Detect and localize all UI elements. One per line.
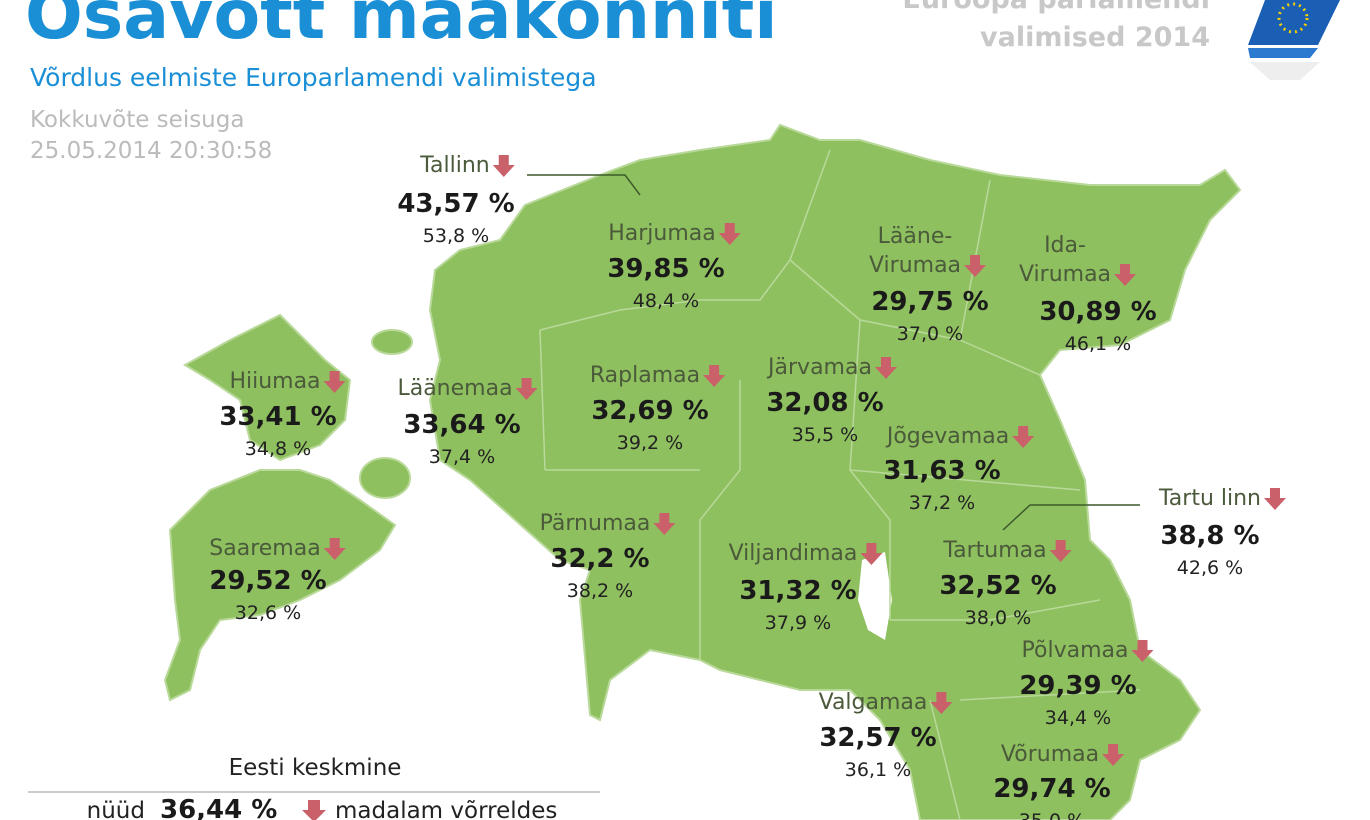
- hiiumaa-island: [183, 313, 352, 462]
- down-arrow: [653, 513, 676, 535]
- summary-now: nüüd: [87, 798, 145, 820]
- region-previous: 36,1 %: [845, 759, 911, 781]
- region-previous: 39,2 %: [617, 432, 683, 454]
- region-name: Pärnumaa: [540, 511, 651, 536]
- region-name: Põlvamaa: [1022, 638, 1129, 663]
- summary-comparison: madalam võrreldes: [335, 798, 557, 820]
- callouts: [527, 174, 1140, 531]
- region-turnout: 32,08 %: [766, 388, 883, 418]
- down-arrow: [964, 255, 987, 277]
- region-name: Raplamaa: [590, 363, 700, 388]
- region-turnout: 29,39 %: [1019, 671, 1136, 701]
- region-previous: 53,8 %: [423, 225, 489, 247]
- down-arrow: [515, 378, 538, 400]
- down-arrow: [1012, 426, 1035, 448]
- region-name: Viljandimaa: [729, 541, 858, 566]
- lake: [858, 552, 892, 640]
- region-turnout: 33,41 %: [219, 402, 336, 432]
- region-turnout: 31,63 %: [883, 456, 1000, 486]
- region-turnout: 32,57 %: [819, 723, 936, 753]
- region-previous: 38,0 %: [965, 607, 1031, 629]
- region-previous: 42,6 %: [1177, 557, 1243, 579]
- region-name: Tartumaa: [942, 538, 1046, 563]
- region-turnout: 39,85 %: [607, 254, 724, 284]
- down-arrow: [1131, 640, 1154, 662]
- timestamp: 25.05.2014 20:30:58: [30, 138, 272, 164]
- region-turnout: 43,57 %: [397, 189, 514, 219]
- region-name: Tallinn: [419, 153, 490, 178]
- mainland: [428, 123, 1242, 820]
- region-previous: 35,5 %: [792, 424, 858, 446]
- down-arrow: [323, 538, 346, 560]
- down-arrow: [492, 155, 515, 177]
- down-arrow: [1049, 540, 1072, 562]
- region-turnout: 32,69 %: [591, 396, 708, 426]
- region-turnout: 38,8 %: [1160, 521, 1259, 551]
- down-arrow: [323, 371, 346, 393]
- region-previous: 37,0 %: [897, 323, 963, 345]
- region-turnout: 30,89 %: [1039, 297, 1156, 327]
- region-previous: 34,8 %: [245, 438, 311, 460]
- region-name: Virumaa: [1019, 262, 1111, 287]
- region-previous: 35,0 %: [1019, 810, 1085, 820]
- region-previous: 37,4 %: [429, 446, 495, 468]
- down-arrow: [930, 692, 953, 714]
- title: Osavõtt maakonniti: [25, 0, 778, 55]
- region-name: Jõgevamaa: [885, 424, 1009, 449]
- region-name: Ida-: [1044, 233, 1086, 258]
- muhu-island: [359, 457, 411, 499]
- region-name: Harjumaa: [608, 221, 716, 246]
- summary-turnout: 36,44 %: [160, 795, 277, 820]
- badge-line: valimised 2014: [980, 22, 1210, 53]
- region-previous: 37,9 %: [765, 612, 831, 634]
- vormsi-island: [371, 329, 413, 355]
- down-arrow: [1114, 264, 1137, 286]
- region-name: Valgamaa: [819, 690, 928, 715]
- region-previous: 37,2 %: [909, 492, 975, 514]
- region-turnout: 29,74 %: [993, 774, 1110, 804]
- map: [163, 123, 1242, 820]
- down-arrow: [1102, 744, 1125, 766]
- region-name: Hiiumaa: [229, 369, 320, 394]
- down-arrow: [718, 223, 741, 245]
- region-name: Virumaa: [869, 253, 961, 278]
- region-name: Läänemaa: [397, 376, 512, 401]
- down-arrow: [302, 800, 326, 820]
- down-arrow: [1264, 488, 1286, 510]
- region-turnout: 29,75 %: [871, 287, 988, 317]
- down-arrow: [874, 357, 897, 379]
- region-previous: 32,6 %: [235, 602, 301, 624]
- region-previous: 38,2 %: [567, 580, 633, 602]
- region-turnout: 32,2 %: [550, 544, 649, 574]
- subtitle: Võrdlus eelmiste Europarlamendi valimist…: [30, 63, 597, 92]
- county-borders: [539, 149, 1141, 820]
- summary-label: Eesti keskmine: [229, 755, 402, 781]
- region-name: Järvamaa: [766, 355, 872, 380]
- badge-line: Euroopa parlamendi: [902, 0, 1210, 15]
- region-labels: Tallinn 43,57 % 53,8 % Harjumaa 39,85 % 48,4 …: [209, 153, 1286, 820]
- region-turnout: 33,64 %: [403, 410, 520, 440]
- region-previous: 34,4 %: [1045, 707, 1111, 729]
- region-turnout: 29,52 %: [209, 566, 326, 596]
- region-turnout: 31,32 %: [739, 576, 856, 606]
- status-label: Kokkuvõte seisuga: [30, 107, 244, 133]
- down-arrow: [703, 365, 726, 387]
- down-arrow: [860, 543, 883, 565]
- eu-logo: [1248, 0, 1340, 80]
- region-name: Tartu linn: [1158, 486, 1261, 511]
- saaremaa-island: [163, 469, 397, 702]
- region-turnout: 32,52 %: [939, 571, 1056, 601]
- region-previous: 48,4 %: [633, 290, 699, 312]
- region-name: Lääne-: [878, 224, 953, 249]
- region-previous: 46,1 %: [1065, 333, 1131, 355]
- region-name: Saaremaa: [209, 536, 320, 561]
- region-name: Võrumaa: [1001, 742, 1099, 767]
